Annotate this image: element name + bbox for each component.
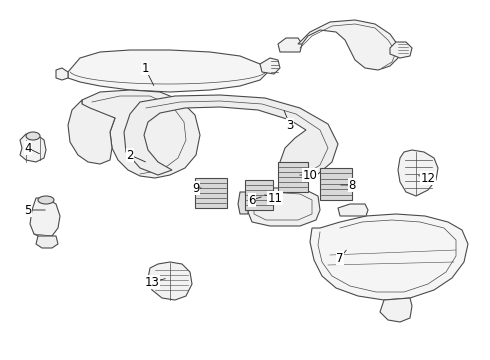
Text: 2: 2 <box>126 149 134 162</box>
Text: 3: 3 <box>286 118 294 131</box>
Polygon shape <box>338 204 368 216</box>
Bar <box>245 180 273 210</box>
Text: 6: 6 <box>248 194 256 207</box>
Bar <box>195 178 227 208</box>
Polygon shape <box>278 38 302 52</box>
Polygon shape <box>380 298 412 322</box>
Polygon shape <box>124 95 338 180</box>
Polygon shape <box>260 58 280 74</box>
Text: 10: 10 <box>302 168 318 181</box>
Polygon shape <box>30 198 60 238</box>
Ellipse shape <box>26 132 40 140</box>
Polygon shape <box>248 188 320 226</box>
Text: 12: 12 <box>420 171 436 185</box>
Polygon shape <box>238 192 248 214</box>
Text: 4: 4 <box>24 141 32 154</box>
Polygon shape <box>82 90 200 178</box>
Polygon shape <box>310 214 468 300</box>
Text: 5: 5 <box>24 203 32 216</box>
Bar <box>278 162 308 192</box>
Ellipse shape <box>38 196 54 204</box>
Polygon shape <box>68 100 115 164</box>
Text: 1: 1 <box>141 62 149 75</box>
Text: 8: 8 <box>348 179 356 192</box>
Polygon shape <box>298 20 400 70</box>
Text: 9: 9 <box>192 181 200 194</box>
Text: 13: 13 <box>145 275 159 288</box>
Polygon shape <box>390 42 412 58</box>
Polygon shape <box>20 134 46 162</box>
Text: 7: 7 <box>336 252 344 265</box>
Polygon shape <box>398 150 438 196</box>
Text: 11: 11 <box>268 192 283 204</box>
Polygon shape <box>148 262 192 300</box>
Polygon shape <box>36 236 58 248</box>
Polygon shape <box>56 68 68 80</box>
Polygon shape <box>68 50 268 92</box>
Bar <box>320 168 352 200</box>
